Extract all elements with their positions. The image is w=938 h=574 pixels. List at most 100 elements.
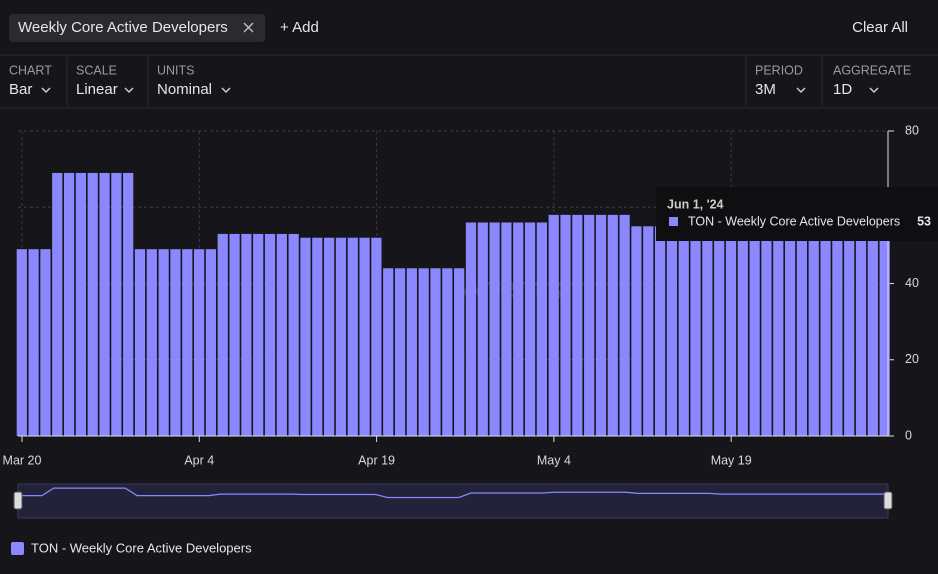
x-tick-label: May 4: [537, 453, 571, 467]
chip-close[interactable]: [243, 22, 254, 33]
chevron: [796, 87, 806, 94]
bar: [631, 226, 642, 436]
bar: [796, 233, 808, 436]
bar: [879, 233, 890, 436]
bar: [182, 249, 193, 436]
control-label: UNITS: [157, 63, 195, 77]
bar: [737, 233, 748, 436]
control-value[interactable]: Nominal: [157, 81, 212, 98]
bar: [87, 172, 98, 436]
bar: [123, 172, 134, 436]
bar: [324, 237, 335, 436]
x-tick-label: Apr 4: [184, 453, 214, 467]
bar: [418, 268, 429, 436]
legend-label[interactable]: TON - Weekly Core Active Developers: [31, 540, 252, 555]
bar: [158, 249, 169, 436]
bar: [607, 214, 618, 436]
bar: [560, 214, 571, 436]
bar: [99, 172, 110, 436]
bar: [714, 233, 725, 436]
control-label: SCALE: [76, 63, 117, 77]
chip-text: Weekly Core Active Developers: [18, 19, 228, 36]
bar: [643, 226, 654, 436]
y-tick-label: 20: [905, 352, 919, 366]
bar: [16, 249, 27, 436]
watermark: Artemis: [461, 272, 563, 305]
control-value[interactable]: 1D: [833, 81, 852, 98]
bar: [383, 268, 394, 436]
bar: [193, 249, 205, 436]
bar: [524, 222, 536, 436]
bar: [430, 268, 441, 436]
tooltip-date: Jun 1, '24: [667, 197, 724, 211]
bar: [288, 233, 299, 436]
bar: [146, 249, 157, 436]
control-value[interactable]: 3M: [755, 81, 776, 98]
tooltip: Jun 1, '24 TON - Weekly Core Active Deve…: [656, 187, 938, 241]
bar: [773, 233, 784, 436]
bar: [477, 222, 488, 436]
y-tick-label: 0: [905, 428, 912, 442]
tooltip-swatch: [669, 217, 678, 226]
y-tick-label: 40: [905, 276, 919, 290]
bar: [678, 226, 689, 436]
bar: [619, 214, 630, 436]
control-label: AGGREGATE: [833, 63, 911, 77]
bar: [276, 233, 287, 436]
bar: [595, 214, 607, 436]
clear-all[interactable]: Clear All: [852, 19, 908, 36]
tooltip-value: 53: [917, 214, 931, 228]
add-button[interactable]: + Add: [280, 19, 319, 36]
bar: [28, 249, 39, 436]
bar: [312, 237, 323, 436]
navigator-handle[interactable]: [13, 491, 23, 510]
x-tick-label: May 19: [711, 453, 752, 467]
navigator[interactable]: [17, 483, 889, 519]
bar: [489, 222, 500, 436]
bar: [111, 172, 122, 436]
bar: [63, 172, 75, 436]
bar: [666, 226, 678, 436]
chevron: [869, 87, 879, 94]
bar: [867, 233, 878, 436]
chevron: [221, 87, 231, 94]
chevron: [41, 87, 51, 94]
bar: [371, 237, 382, 436]
tooltip-box: [656, 187, 938, 241]
bar: [690, 226, 701, 436]
x-tick-label: Apr 19: [358, 453, 395, 467]
bar: [300, 237, 311, 436]
control-value[interactable]: Linear: [76, 81, 118, 98]
bar: [584, 214, 595, 436]
control-label: PERIOD: [755, 63, 803, 77]
bar: [536, 222, 547, 436]
navigator-handle[interactable]: [883, 491, 893, 510]
bar: [205, 249, 217, 436]
bar: [217, 233, 228, 436]
bar: [855, 233, 867, 436]
bar: [359, 237, 370, 436]
control-label: CHART: [9, 63, 52, 77]
navigator-line: [18, 487, 888, 499]
bar: [749, 233, 760, 436]
bar: [784, 233, 796, 436]
bar: [347, 237, 358, 436]
legend-swatch[interactable]: [11, 542, 24, 555]
bar: [761, 233, 772, 436]
bar: [394, 268, 406, 436]
bar: [170, 249, 181, 436]
bar: [253, 233, 264, 436]
controls: CHART Bar SCALE Linear UNITS Nominal PERIOD 3M A…: [9, 57, 911, 106]
x-tick-label: Mar 20: [3, 453, 42, 467]
bar: [264, 233, 276, 436]
chip[interactable]: [9, 14, 265, 42]
chevron: [124, 87, 134, 94]
bar: [725, 233, 737, 436]
bar: [241, 233, 252, 436]
bar: [808, 233, 819, 436]
bar: [832, 233, 843, 436]
bar: [513, 222, 524, 436]
bar: [229, 233, 240, 436]
control-value[interactable]: Bar: [9, 81, 32, 98]
